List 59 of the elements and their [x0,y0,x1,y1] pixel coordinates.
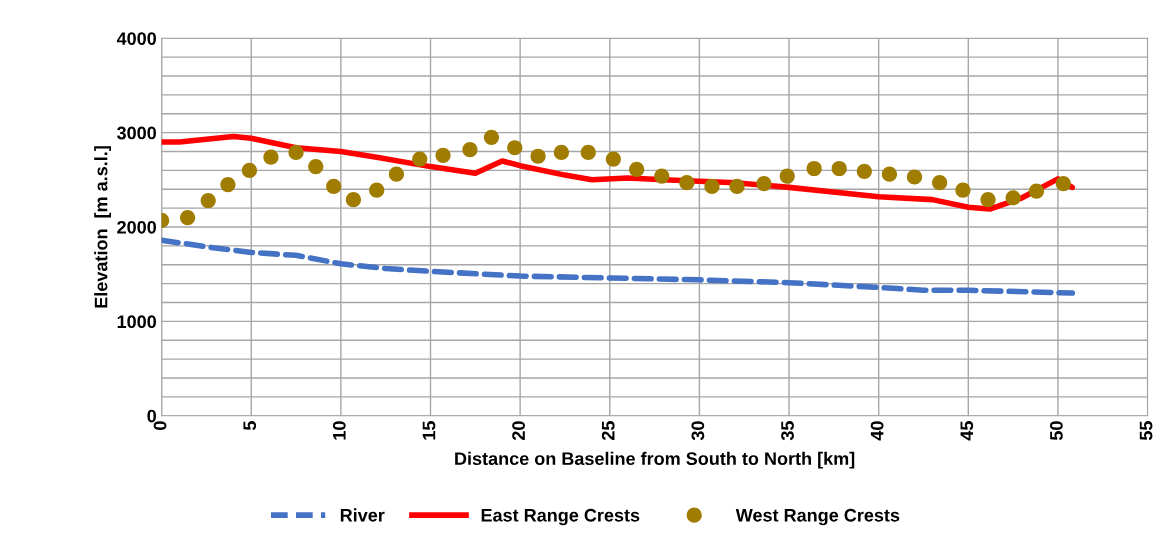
legend-label: East Range Crests [481,508,640,526]
point [388,166,405,182]
x-tick-label: 10 [332,421,346,440]
point [412,151,428,167]
x-tick-label: 25 [601,421,615,441]
y-tick-label: 3000 [116,126,156,140]
point [1005,190,1021,206]
point [932,175,948,191]
point [507,140,523,156]
point [1055,175,1071,192]
point [308,159,324,175]
point [200,192,216,209]
point [288,144,304,161]
point [881,166,898,182]
point [462,142,478,158]
point [605,151,621,167]
point [580,144,596,161]
point [980,192,996,208]
point [220,176,236,193]
point [369,182,385,198]
legend-label: West Range Crests [735,508,900,526]
point [806,160,822,177]
point [779,168,795,184]
point [679,175,695,191]
x-tick-label: 5 [243,421,257,431]
x-tick-label: 15 [422,421,436,440]
point [483,129,500,145]
point [241,162,258,178]
point [179,209,196,226]
x-tick-label: 20 [512,421,525,441]
x-tick-label: 50 [1050,421,1063,441]
point [654,168,670,184]
point [831,160,847,177]
point [906,169,923,185]
x-tick-label: 40 [870,421,884,441]
point [704,178,720,195]
point [729,178,745,195]
point [435,147,451,163]
y-axis-title: Elevation [m a.s.l.] [94,146,112,308]
x-tick-label: 30 [691,421,705,441]
x-axis-title: Distance on Baseline from South to North [km] [455,451,855,469]
point [530,148,546,164]
point [326,178,342,195]
y-tick-label: 1000 [117,315,156,329]
x-tick-label: 45 [960,421,974,441]
point [1028,183,1045,199]
legend-label: River [340,508,385,522]
x-tick-label: 35 [781,421,794,441]
point [553,144,569,161]
point [756,175,772,192]
point [263,149,279,165]
point [955,182,971,198]
y-tick-label: 2000 [117,220,156,234]
x-tick-label: 55 [1139,421,1153,441]
point [856,163,872,179]
point [629,161,645,178]
x-tick-label: 0 [153,421,167,430]
y-tick-label: 4000 [116,32,156,46]
point [345,192,362,208]
